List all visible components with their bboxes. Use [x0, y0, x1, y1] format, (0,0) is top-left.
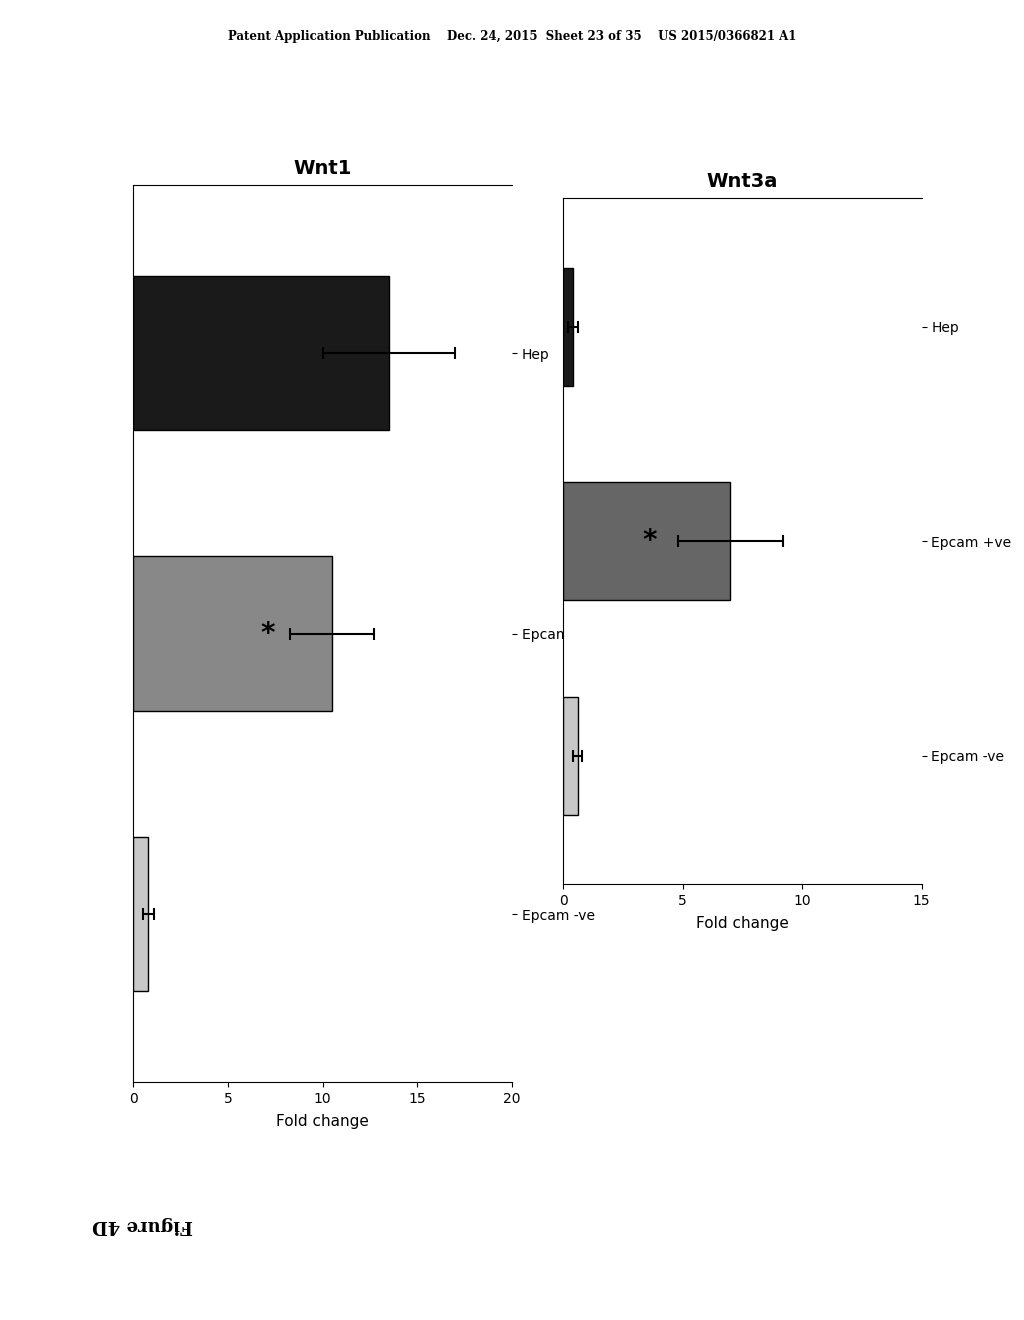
Bar	[563, 268, 572, 385]
Text: Figure 4D: Figure 4D	[92, 1216, 194, 1234]
X-axis label: Fold change: Fold change	[696, 916, 788, 932]
Bar	[563, 697, 578, 814]
Text: Patent Application Publication    Dec. 24, 2015  Sheet 23 of 35    US 2015/03668: Patent Application Publication Dec. 24, …	[227, 30, 797, 44]
Title: Wnt1: Wnt1	[293, 158, 352, 178]
Bar	[133, 837, 148, 991]
Title: Wnt3a: Wnt3a	[707, 172, 778, 191]
Text: *: *	[260, 619, 274, 648]
Bar	[133, 276, 389, 430]
Bar	[563, 482, 730, 601]
Text: *: *	[642, 527, 656, 556]
Bar	[133, 557, 332, 710]
X-axis label: Fold change: Fold change	[276, 1114, 369, 1130]
